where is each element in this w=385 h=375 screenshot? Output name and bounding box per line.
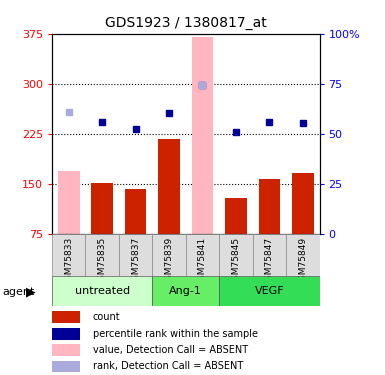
FancyBboxPatch shape	[119, 234, 152, 276]
FancyBboxPatch shape	[52, 234, 85, 276]
Text: count: count	[93, 312, 121, 322]
Bar	[125, 189, 146, 234]
Bar	[52, 361, 80, 372]
Bar	[58, 171, 80, 234]
FancyBboxPatch shape	[219, 234, 253, 276]
Text: rank, Detection Call = ABSENT: rank, Detection Call = ABSENT	[93, 362, 243, 372]
Bar	[52, 328, 80, 340]
FancyBboxPatch shape	[186, 234, 219, 276]
FancyBboxPatch shape	[152, 276, 219, 306]
Text: GSM75849: GSM75849	[298, 237, 307, 286]
Bar	[52, 311, 80, 323]
FancyBboxPatch shape	[253, 234, 286, 276]
Text: agent: agent	[2, 287, 34, 297]
Bar	[225, 198, 247, 234]
Text: GSM75847: GSM75847	[265, 237, 274, 286]
FancyBboxPatch shape	[52, 276, 152, 306]
Bar	[52, 344, 80, 356]
Text: VEGF: VEGF	[254, 286, 284, 296]
Text: percentile rank within the sample: percentile rank within the sample	[93, 328, 258, 339]
Text: GSM75835: GSM75835	[98, 237, 107, 286]
Title: GDS1923 / 1380817_at: GDS1923 / 1380817_at	[105, 16, 267, 30]
FancyBboxPatch shape	[152, 234, 186, 276]
Bar	[192, 37, 213, 234]
Text: untreated: untreated	[75, 286, 130, 296]
Text: GSM75833: GSM75833	[64, 237, 73, 286]
Text: GSM75845: GSM75845	[231, 237, 241, 286]
Bar	[258, 179, 280, 234]
Text: value, Detection Call = ABSENT: value, Detection Call = ABSENT	[93, 345, 248, 355]
FancyBboxPatch shape	[219, 276, 320, 306]
Bar	[158, 139, 180, 234]
Bar	[292, 173, 314, 234]
FancyBboxPatch shape	[85, 234, 119, 276]
Text: ▶: ▶	[26, 285, 36, 298]
Text: Ang-1: Ang-1	[169, 286, 202, 296]
FancyBboxPatch shape	[286, 234, 320, 276]
Text: GSM75839: GSM75839	[164, 237, 174, 286]
Text: GSM75841: GSM75841	[198, 237, 207, 286]
Text: GSM75837: GSM75837	[131, 237, 140, 286]
Bar	[91, 183, 113, 234]
